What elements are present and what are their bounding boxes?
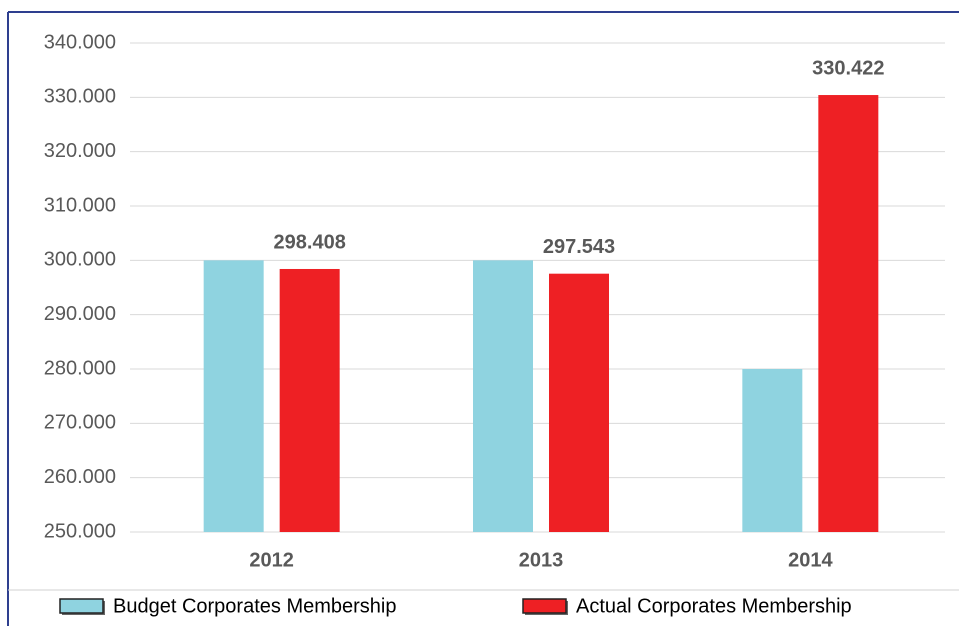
x-tick-label: 2012	[249, 549, 294, 571]
legend-label: Budget Corporates Membership	[113, 595, 396, 617]
y-tick-label: 290.000	[44, 303, 116, 325]
y-tick-label: 250.000	[44, 520, 116, 542]
y-tick-label: 310.000	[44, 194, 116, 216]
y-tick-label: 270.000	[44, 412, 116, 434]
legend-swatch	[522, 598, 567, 614]
y-tick-label: 320.000	[44, 140, 116, 162]
bar	[742, 369, 803, 532]
data-label: 298.408	[274, 231, 346, 253]
y-tick-label: 340.000	[44, 31, 116, 53]
data-label: 297.543	[543, 236, 615, 258]
y-tick-label: 280.000	[44, 357, 116, 379]
y-tick-label: 260.000	[44, 466, 116, 488]
data-label: 330.422	[812, 57, 884, 79]
legend-label: Actual Corporates Membership	[576, 595, 852, 617]
x-tick-label: 2013	[519, 549, 564, 571]
bar	[549, 273, 609, 532]
y-tick-label: 330.000	[44, 86, 116, 108]
bar	[203, 260, 264, 532]
bar	[279, 268, 340, 532]
y-tick-label: 300.000	[44, 249, 116, 271]
legend-swatch	[59, 598, 104, 614]
x-tick-label: 2014	[788, 549, 833, 571]
bar	[818, 95, 879, 532]
bar	[473, 260, 533, 532]
